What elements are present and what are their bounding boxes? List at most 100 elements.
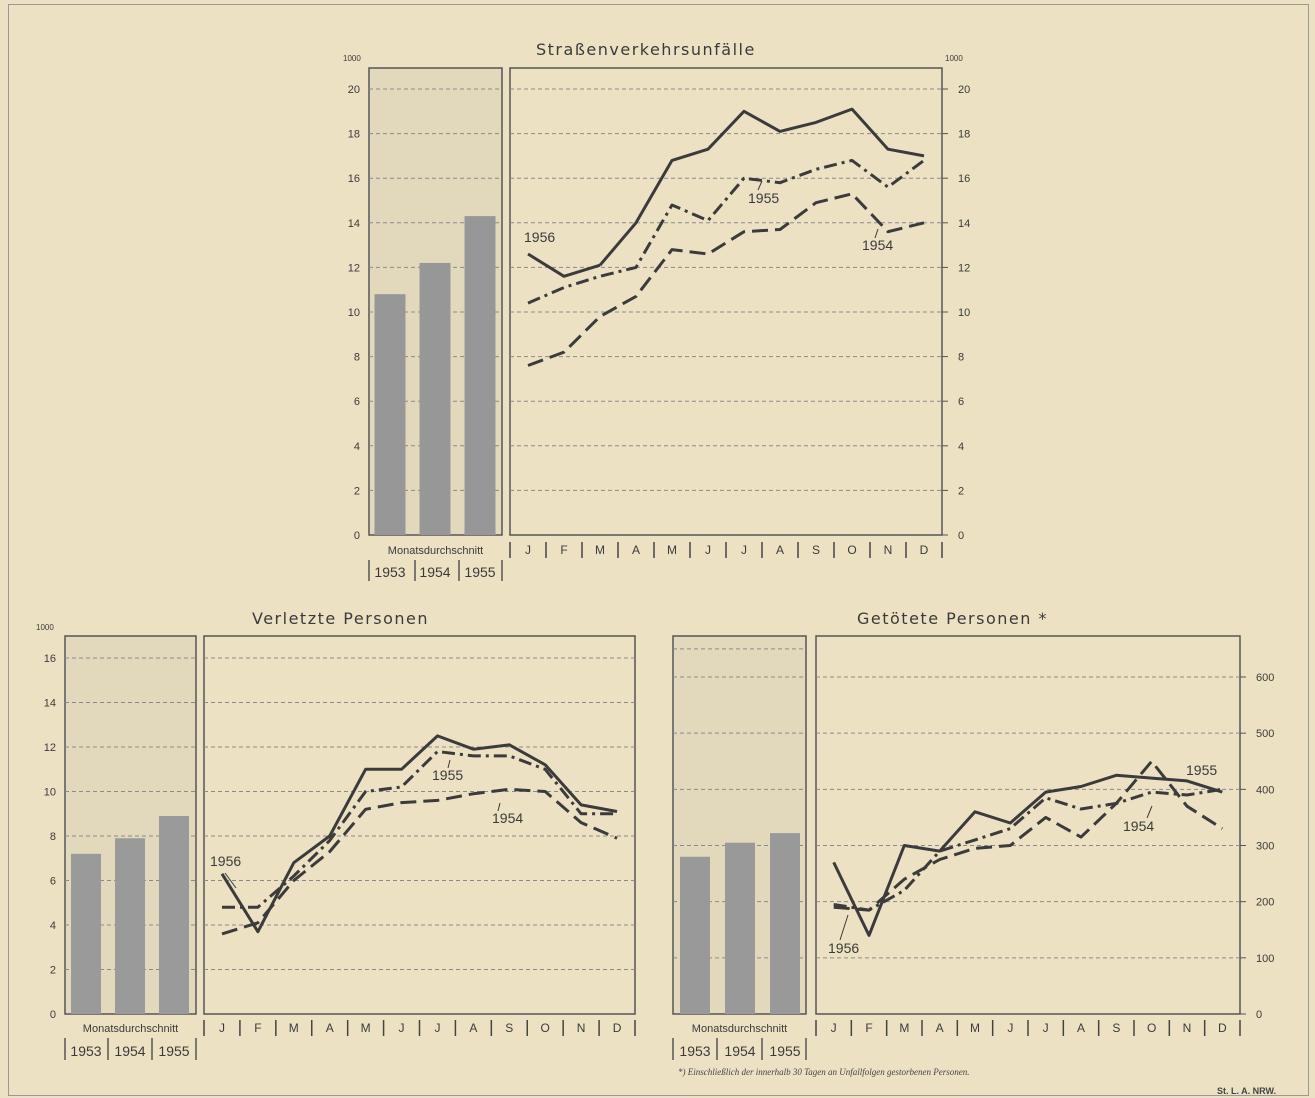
getoetete-monthly-series-label-1955: 1955	[1186, 762, 1217, 778]
unfaelle-monthly-series-1955	[527, 158, 925, 305]
verletzte-avg-ytick-label: 8	[50, 831, 56, 843]
title-verletzte-personen: Verletzte Personen	[252, 609, 430, 628]
unfaelle-monthly-series-1956	[527, 252, 601, 278]
verletzte-avg-ytick-label: 2	[50, 965, 56, 977]
unfaelle-monthly-frame	[509, 67, 943, 536]
verletzte-monthly-month-label: A	[326, 1021, 334, 1035]
getoetete-monthly-series-leader	[839, 914, 849, 941]
unfaelle-monthly-ytick-label: 12	[958, 262, 970, 274]
verletzte-avg-unit-label: 1000	[36, 623, 54, 632]
unfaelle-avg-ytick-label: 18	[348, 129, 360, 141]
verletzte-avg-ytick-label: 16	[44, 653, 56, 665]
unfaelle-monthly-month-label: F	[560, 543, 567, 557]
unfaelle-monthly-ytick-label: 4	[958, 441, 964, 453]
unfaelle-monthly-month-label: M	[595, 543, 605, 557]
getoetete-monthly-series-1954	[833, 759, 1224, 912]
getoetete-avg-bar-1953	[680, 856, 710, 1014]
getoetete-monthly-series-1956	[832, 773, 1223, 937]
getoetete-avg-year-label-1953: 1953	[679, 1043, 710, 1059]
getoetete-avg-caption: Monatsdurchschnitt	[692, 1023, 787, 1035]
getoetete-avg-bar-1954	[725, 842, 755, 1014]
footnote: *) Einschließlich der innerhalb 30 Tagen…	[678, 1067, 970, 1077]
getoetete-monthly-ytick-label: 600	[1256, 672, 1274, 684]
unfaelle-monthly-ytick-label: 0	[958, 530, 964, 542]
unfaelle-monthly-ytick-label: 6	[958, 396, 964, 408]
unfaelle-avg-bar-1954	[419, 262, 451, 535]
verletzte-monthly-month-label: O	[541, 1021, 550, 1035]
verletzte-avg-bar-1953	[71, 853, 101, 1014]
unfaelle-avg-ytick-label: 16	[348, 173, 360, 185]
getoetete-monthly-ytick-label: 500	[1256, 728, 1274, 740]
getoetete-monthly-month-label: S	[1112, 1021, 1120, 1035]
unfaelle-monthly-month-label: A	[776, 543, 784, 557]
verletzte-monthly-month-label: M	[289, 1021, 299, 1035]
getoetete-monthly-frame	[815, 635, 1241, 1015]
verletzte-avg-ytick-label: 0	[50, 1009, 56, 1021]
unfaelle-monthly-month-label: M	[667, 543, 677, 557]
verletzte-monthly-series-1956	[220, 734, 618, 934]
verletzte-monthly-month-label: N	[577, 1021, 586, 1035]
unfaelle-monthly-ytick-label: 8	[958, 352, 964, 364]
page-border	[8, 4, 1309, 1096]
unfaelle-monthly-series-1956	[598, 107, 925, 267]
unfaelle-avg-bar-1953	[374, 294, 406, 535]
unfaelle-monthly-series-label-1954: 1954	[862, 237, 893, 253]
unfaelle-monthly-month-label: A	[632, 543, 640, 557]
verletzte-monthly-month-label: J	[219, 1021, 225, 1035]
unfaelle-avg-ytick-label: 2	[354, 485, 360, 497]
verletzte-avg-year-label-1953: 1953	[70, 1043, 101, 1059]
verletzte-monthly-month-label: F	[254, 1021, 261, 1035]
verletzte-monthly-month-label: J	[399, 1021, 405, 1035]
getoetete-avg-year-label-1954: 1954	[724, 1043, 755, 1059]
unfaelle-monthly-ytick-label: 18	[958, 129, 970, 141]
unfaelle-monthly-month-label: N	[884, 543, 893, 557]
getoetete-monthly-ytick-label: 300	[1256, 841, 1274, 853]
verletzte-monthly-month-label: D	[613, 1021, 622, 1035]
unfaelle-monthly-series-label-1956: 1956	[524, 229, 555, 245]
getoetete-monthly-month-label: F	[865, 1021, 872, 1035]
unfaelle-avg-ytick-label: 12	[348, 262, 360, 274]
getoetete-monthly-series-label-1954: 1954	[1123, 818, 1154, 834]
getoetete-monthly-ytick-label: 0	[1256, 1009, 1262, 1021]
getoetete-monthly-month-label: J	[831, 1021, 837, 1035]
unfaelle-avg-ytick-label: 4	[354, 441, 360, 453]
verletzte-monthly-month-label: A	[469, 1021, 477, 1035]
unfaelle-monthly-ytick-label: 16	[958, 173, 970, 185]
verletzte-monthly-series-label-1954: 1954	[492, 810, 523, 826]
unfaelle-avg-unit-label: 1000	[343, 54, 361, 63]
unfaelle-monthly-ytick-label: 14	[958, 218, 970, 230]
verletzte-monthly-month-label: M	[361, 1021, 371, 1035]
unfaelle-avg-ytick-label: 8	[354, 352, 360, 364]
unfaelle-avg-ytick-label: 14	[348, 218, 360, 230]
getoetete-monthly-ytick-label: 400	[1256, 784, 1274, 796]
unfaelle-monthly-series-leader	[874, 228, 879, 239]
verletzte-monthly-frame	[203, 635, 636, 1015]
unfaelle-monthly-month-label: J	[705, 543, 711, 557]
getoetete-monthly-ytick-label: 100	[1256, 953, 1274, 965]
getoetete-monthly-month-label: A	[1077, 1021, 1085, 1035]
verletzte-monthly-month-label: S	[505, 1021, 513, 1035]
unfaelle-monthly-month-label: O	[847, 543, 856, 557]
unfaelle-monthly-ytick-label: 20	[958, 84, 970, 96]
unfaelle-monthly-series-leader	[757, 180, 763, 191]
getoetete-monthly-month-label: J	[1007, 1021, 1013, 1035]
title-getoetete-personen: Getötete Personen *	[857, 609, 1048, 628]
verletzte-monthly-series-leader	[447, 759, 451, 769]
getoetete-monthly-month-label: M	[899, 1021, 909, 1035]
verletzte-monthly-month-label: J	[434, 1021, 440, 1035]
getoetete-monthly-series-1955	[833, 787, 1223, 912]
getoetete-monthly-month-label: D	[1218, 1021, 1227, 1035]
getoetete-monthly-month-label: O	[1147, 1021, 1156, 1035]
unfaelle-monthly-month-label: S	[812, 543, 820, 557]
verletzte-monthly-series-1955	[222, 750, 617, 909]
unfaelle-avg-ytick-label: 20	[348, 84, 360, 96]
unfaelle-avg-ytick-label: 10	[348, 307, 360, 319]
verletzte-avg-bar-1954	[115, 838, 145, 1014]
verletzte-monthly-series-1954	[221, 787, 618, 936]
unfaelle-avg-year-label-1955: 1955	[464, 564, 495, 580]
getoetete-avg-bar-1955	[770, 833, 800, 1014]
verletzte-avg-ytick-label: 12	[44, 742, 56, 754]
verletzte-avg-year-label-1955: 1955	[158, 1043, 189, 1059]
verletzte-avg-bar-1955	[159, 815, 189, 1014]
